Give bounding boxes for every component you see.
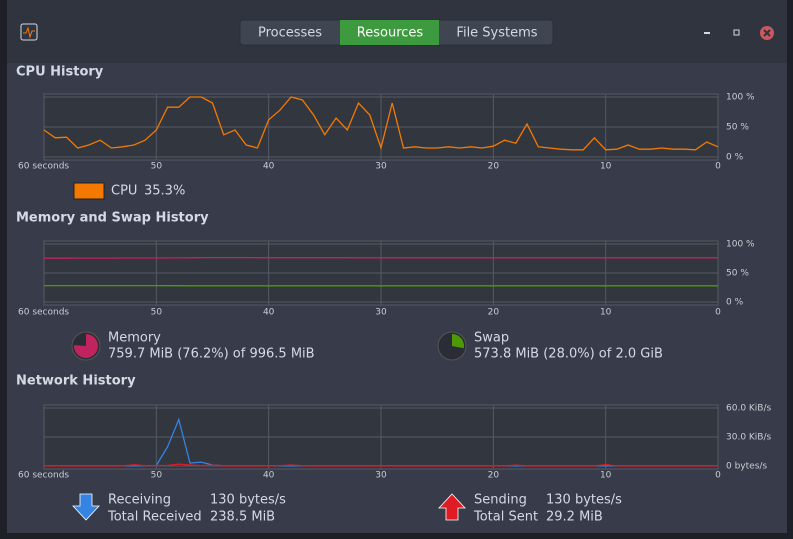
x-tick-label: 10 <box>600 471 612 481</box>
legend-swatch <box>73 182 105 200</box>
legend-detail: 759.7 MiB (76.2%) of 996.5 MiB <box>108 347 315 362</box>
legend-detail: 573.8 MiB (28.0%) of 2.0 GiB <box>474 347 663 362</box>
legend-name: Sending <box>474 493 527 508</box>
legend-total-label: Total Sent <box>473 510 538 525</box>
x-tick-label: 40 <box>263 308 275 318</box>
x-tick-label: 0 <box>715 471 721 481</box>
x-tick-label: 10 <box>600 162 612 172</box>
legend-name: CPU <box>111 184 137 199</box>
legend-name: Memory <box>108 331 161 346</box>
legend-rate: 130 bytes/s <box>546 493 622 508</box>
tab[interactable]: Resources <box>357 26 424 41</box>
x-tick-label: 10 <box>600 308 612 318</box>
close-icon <box>763 29 771 37</box>
x-tick-label: 0 <box>715 162 721 172</box>
y-tick-label: 50 % <box>726 269 749 279</box>
legend-rate: 130 bytes/s <box>210 493 286 508</box>
y-tick-label: 0 % <box>726 153 744 163</box>
section-title: CPU History <box>16 65 104 80</box>
x-tick-label: 50 <box>151 162 163 172</box>
y-tick-label: 30.0 KiB/s <box>726 433 772 443</box>
app-icon-line <box>23 26 35 39</box>
series-line <box>43 96 719 151</box>
x-tick-label: 40 <box>263 471 275 481</box>
tab[interactable]: Processes <box>258 26 322 41</box>
x-tick-label: 30 <box>375 162 387 172</box>
legend-total: 29.2 MiB <box>546 510 603 525</box>
app-icon <box>20 23 38 41</box>
x-tick-label: 60 seconds <box>18 162 69 172</box>
series-line <box>44 256 718 259</box>
x-tick-label: 50 <box>151 308 163 318</box>
active-tab-bg <box>340 20 439 45</box>
y-tick-label: 0 % <box>726 298 744 308</box>
usage-pie <box>452 334 465 349</box>
y-tick-label: 100 % <box>726 240 755 250</box>
legend-name: Receiving <box>108 493 171 508</box>
section-title: Memory and Swap History <box>16 211 209 226</box>
x-tick-label: 60 seconds <box>18 471 69 481</box>
maximize-button[interactable] <box>733 29 740 36</box>
y-tick-label: 50 % <box>726 123 749 133</box>
usage-pie <box>73 334 98 358</box>
legend-total-label: Total Received <box>107 510 202 525</box>
x-tick-label: 30 <box>375 308 387 318</box>
series-line <box>44 463 718 467</box>
x-tick-label: 0 <box>715 308 721 318</box>
network-arrow <box>438 493 466 521</box>
legend-total: 238.5 MiB <box>210 510 275 525</box>
legend-name: Swap <box>474 331 509 346</box>
x-tick-label: 20 <box>488 471 500 481</box>
x-tick-label: 40 <box>263 162 275 172</box>
y-tick-label: 0 bytes/s <box>726 462 767 472</box>
network-arrow <box>72 493 100 521</box>
x-tick-label: 60 seconds <box>18 308 69 318</box>
section-title: Network History <box>16 374 136 389</box>
y-tick-label: 60.0 KiB/s <box>726 404 772 414</box>
y-tick-label: 100 % <box>726 93 755 103</box>
tab[interactable]: File Systems <box>456 26 537 41</box>
x-tick-label: 20 <box>488 162 500 172</box>
legend-value: 35.3% <box>144 184 185 199</box>
x-tick-label: 30 <box>375 471 387 481</box>
x-tick-label: 50 <box>151 471 163 481</box>
x-tick-label: 20 <box>488 308 500 318</box>
